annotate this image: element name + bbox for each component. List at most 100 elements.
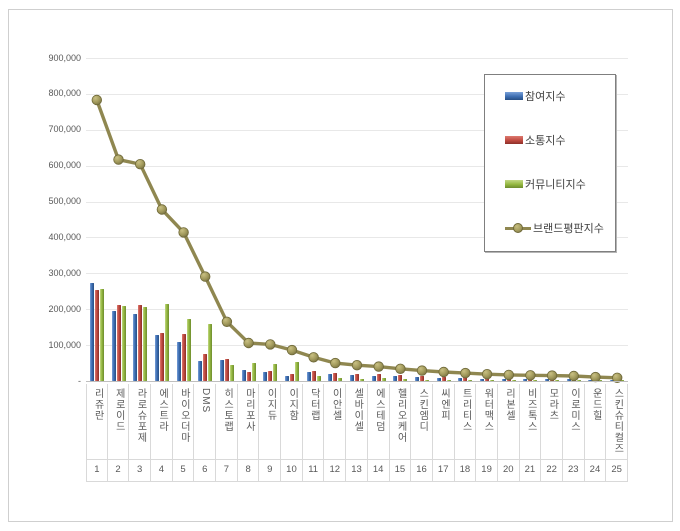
category-rank-label: 6 (202, 464, 208, 475)
category-rank-label: 21 (524, 464, 536, 475)
brand-index-marker-모라츠 (546, 370, 558, 381)
category-label-text: 히스토랩 (221, 388, 233, 432)
bar-참여지수-제로이드 (111, 311, 116, 381)
bar-커뮤니티지수-에스테덤 (381, 378, 386, 381)
category-column-스킨엠디: 스킨엠디 16 (411, 384, 433, 481)
bar-커뮤니티지수-제로이드 (121, 305, 126, 381)
category-label-text: 바이오더마 (178, 388, 190, 443)
brand-index-marker-리쥬란 (91, 94, 103, 106)
legend: 참여지수 소통지수 커뮤니티지수 브랜드평판지수 (484, 74, 616, 252)
category-rank-label: 16 (416, 464, 427, 475)
category-column-에스테덤: 에스테덤 14 (368, 384, 390, 481)
bar-커뮤니티지수-스킨슈티컬즈 (620, 380, 625, 381)
bar-참여지수-리쥬란 (89, 283, 94, 381)
bar-커뮤니티지수-바이오더마 (186, 318, 191, 381)
category-level-separator (86, 459, 628, 460)
bar-소통지수-히스토랩 (224, 359, 229, 381)
brand-index-marker-트리티스 (460, 367, 471, 379)
y-axis: - 100,000 200,000 300,000 400,000 500,000 600,… (19, 50, 81, 390)
bar-커뮤니티지수-DMS (208, 323, 213, 381)
bar-소통지수-헬리오케어 (398, 375, 403, 381)
category-label: 이지함 (281, 388, 302, 458)
category-rank-label: 22 (546, 464, 557, 475)
legend-bar-swatch-icon (505, 180, 523, 188)
bar-참여지수-스킨슈티컬즈 (610, 379, 615, 381)
category-label: 리본셀 (498, 388, 519, 458)
brand-index-marker-에스트라 (156, 204, 168, 215)
category-label: 제로이드 (108, 388, 129, 458)
category-column-트리티스: 트리티스 18 (455, 384, 477, 481)
brand-index-marker-비즈톡스 (525, 370, 536, 381)
category-rank-label: 13 (351, 464, 362, 475)
category-label-text: 운드힐 (590, 388, 602, 421)
bar-커뮤니티지수-씨엔피 (446, 379, 451, 381)
bar-참여지수-이로미스 (566, 379, 571, 381)
legend-item-참여지수: 참여지수 (505, 89, 565, 103)
category-label-text: 스킨슈티컬즈 (611, 388, 623, 454)
bar-소통지수-라로슈포제 (138, 305, 143, 381)
category-label: 이로미스 (563, 388, 584, 458)
category-label: 씨엔피 (433, 388, 454, 458)
gridline (86, 93, 628, 95)
category-rank-label: 11 (308, 464, 319, 475)
brand-index-marker-스킨슈티컬즈 (612, 372, 623, 384)
category-column-비즈톡스: 비즈톡스 21 (520, 384, 542, 481)
legend-item-소통지수: 소통지수 (505, 133, 565, 147)
bar-소통지수-마리포사 (246, 371, 251, 381)
y-tick-label: 700,000 (48, 124, 81, 135)
bar-커뮤니티지수-리본셀 (511, 379, 516, 381)
bar-커뮤니티지수-이안셀 (338, 377, 343, 381)
category-label: 에스테덤 (368, 388, 389, 458)
y-tick-label: 900,000 (48, 52, 81, 63)
y-tick-label: 800,000 (48, 88, 81, 99)
category-label-text: 이로미스 (568, 388, 580, 432)
category-label: 워터맥스 (476, 388, 497, 458)
category-column-DMS: DMS 6 (194, 384, 217, 481)
category-column-이로미스: 이로미스 23 (563, 384, 585, 481)
category-column-운드힐: 운드힐 24 (585, 384, 607, 481)
category-column-라로슈포제: 라로슈포제 3 (129, 384, 152, 481)
category-rank-label: 25 (611, 464, 622, 475)
category-label-text: 에스트라 (156, 388, 168, 432)
category-label-text: 모라츠 (546, 388, 558, 421)
legend-bar-swatch-icon (505, 136, 523, 144)
category-label: 리쥬란 (87, 388, 107, 458)
bar-소통지수-이안셀 (333, 373, 338, 381)
bar-참여지수-이지듀 (263, 371, 268, 381)
bar-커뮤니티지수-히스토랩 (229, 364, 234, 381)
brand-index-marker-닥터랩 (308, 352, 319, 363)
bar-참여지수-리본셀 (501, 378, 506, 381)
category-label: 닥터랩 (303, 388, 324, 458)
category-rank-label: 14 (372, 464, 384, 475)
bar-커뮤니티지수-에스트라 (164, 303, 169, 381)
category-label: 마리포사 (238, 388, 259, 458)
category-label: 히스토랩 (216, 388, 237, 458)
category-column-바이오더마: 바이오더마 5 (173, 384, 195, 481)
bar-커뮤니티지수-리쥬란 (99, 288, 104, 381)
brand-index-marker-씨엔피 (438, 366, 449, 378)
brand-index-marker-이로미스 (568, 370, 580, 382)
y-tick-label: 600,000 (48, 160, 81, 171)
bar-소통지수-에스테덤 (376, 374, 381, 381)
brand-index-marker-이안셀 (330, 357, 341, 369)
bar-커뮤니티지수-헬리오케어 (403, 379, 408, 381)
bar-참여지수-닥터랩 (306, 372, 311, 381)
brand-index-marker-이지함 (286, 344, 298, 356)
axis-bottom-line (86, 481, 628, 482)
bar-커뮤니티지수-트리티스 (468, 379, 473, 381)
gridline (86, 309, 628, 311)
category-rank-label: 17 (437, 464, 449, 475)
category-rank-label: 12 (329, 464, 341, 475)
legend-label: 브랜드평판지수 (533, 223, 604, 235)
bar-참여지수-트리티스 (458, 378, 463, 381)
legend-label: 참여지수 (525, 91, 566, 103)
category-label-text: 스킨엠디 (416, 388, 428, 432)
legend-bar-swatch-icon (505, 92, 523, 100)
category-column-에스트라: 에스트라 4 (151, 384, 173, 481)
brand-index-marker-리본셀 (503, 369, 515, 381)
category-label: DMS (194, 388, 215, 458)
brand-index-marker-히스토랩 (221, 316, 233, 328)
brand-index-marker-워터맥스 (481, 369, 493, 380)
bar-커뮤니티지수-비즈톡스 (533, 379, 538, 381)
category-rank-label: 18 (459, 464, 471, 475)
